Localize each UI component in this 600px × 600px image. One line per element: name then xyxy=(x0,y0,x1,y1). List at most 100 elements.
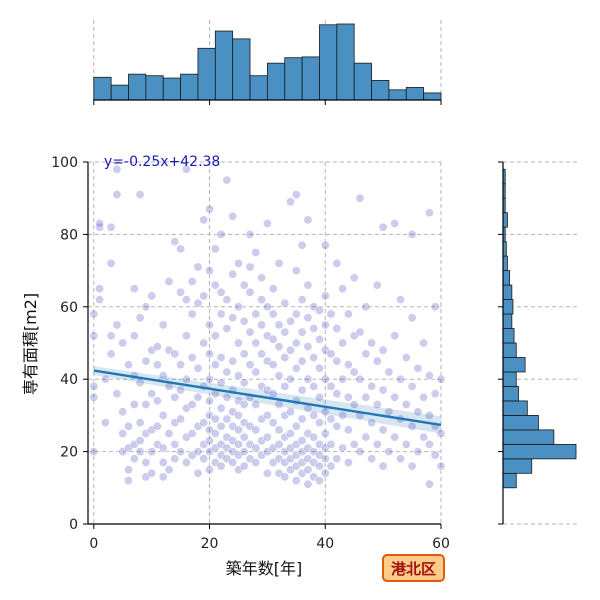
marginal-x-bar xyxy=(423,92,442,101)
scatter-point xyxy=(297,385,307,395)
scatter-point xyxy=(210,244,220,254)
scatter-point xyxy=(390,432,400,442)
y-tick-label: 80 xyxy=(60,227,78,243)
scatter-point xyxy=(245,262,255,272)
scatter-point xyxy=(343,425,353,435)
scatter-point xyxy=(361,432,371,442)
scatter-point xyxy=(251,367,261,377)
scatter-point xyxy=(95,284,105,294)
scatter-point xyxy=(181,432,191,442)
regression-equation-label: y=-0.25x+42.38 xyxy=(104,154,220,170)
scatter-point xyxy=(205,374,215,384)
scatter-point xyxy=(106,222,116,232)
scatter-point xyxy=(332,389,342,399)
scatter-point xyxy=(361,302,371,312)
scatter-point xyxy=(262,432,272,442)
scatter-point xyxy=(314,392,324,402)
scatter-point xyxy=(216,421,226,431)
marginal-y-bar xyxy=(502,212,508,228)
scatter-point xyxy=(407,381,417,391)
scatter-point xyxy=(314,450,324,460)
scatter-point xyxy=(216,461,226,471)
scatter-point xyxy=(170,392,180,402)
scatter-point xyxy=(152,396,162,406)
scatter-point xyxy=(424,410,434,420)
scatter-point xyxy=(205,320,215,330)
scatter-point xyxy=(285,316,295,326)
x-tick-label: 40 xyxy=(316,536,334,552)
scatter-point xyxy=(291,190,301,200)
scatter-point xyxy=(285,407,295,417)
scatter-point xyxy=(210,443,220,453)
scatter-point xyxy=(245,327,255,337)
scatter-point xyxy=(176,385,186,395)
scatter-point xyxy=(216,378,226,388)
scatter-point xyxy=(401,352,411,362)
scatter-point xyxy=(395,295,405,305)
scatter-point xyxy=(199,338,209,348)
scatter-point xyxy=(187,428,197,438)
x-tick-label: 60 xyxy=(432,536,450,552)
scatter-point xyxy=(257,295,267,305)
scatter-point xyxy=(355,447,365,457)
scatter-point xyxy=(95,295,105,305)
scatter-point xyxy=(245,360,255,370)
scatter-point xyxy=(268,309,278,319)
scatter-point xyxy=(187,276,197,286)
scatter-point xyxy=(401,399,411,409)
scatter-point xyxy=(291,363,301,373)
scatter-point xyxy=(384,447,394,457)
main-scatter-plot: y=-0.25x+42.38 0 20 40 60 0 20 40 60 80 100 xyxy=(51,154,450,552)
scatter-point xyxy=(280,472,290,482)
marginal-y-bar xyxy=(502,313,513,329)
scatter-point xyxy=(89,447,99,457)
scatter-point xyxy=(205,436,215,446)
scatter-point xyxy=(390,331,400,341)
scatter-point xyxy=(274,258,284,268)
scatter-point xyxy=(395,374,405,384)
scatter-point xyxy=(251,457,261,467)
scatter-point xyxy=(297,240,307,250)
scatter-point xyxy=(234,302,244,312)
scatter-point xyxy=(222,367,232,377)
scatter-point xyxy=(378,385,388,395)
scatter-point xyxy=(216,352,226,362)
scatter-point xyxy=(436,428,446,438)
scatter-point xyxy=(129,454,139,464)
scatter-point xyxy=(147,447,157,457)
scatter-point xyxy=(193,392,203,402)
scatter-point xyxy=(170,349,180,359)
scatter-point xyxy=(285,454,295,464)
scatter-point xyxy=(205,410,215,420)
scatter-point xyxy=(228,457,238,467)
scatter-point xyxy=(187,450,197,460)
marginal-x-bar xyxy=(110,84,129,101)
y-tick-label: 100 xyxy=(51,155,78,171)
scatter-point xyxy=(378,345,388,355)
scatter-point xyxy=(245,421,255,431)
scatter-point xyxy=(251,248,261,258)
scatter-point xyxy=(332,258,342,268)
scatter-point xyxy=(228,269,238,279)
scatter-point xyxy=(355,193,365,203)
marginal-y-histogram xyxy=(498,161,580,525)
scatter-point xyxy=(181,457,191,467)
scatter-point xyxy=(309,410,319,420)
scatter-point xyxy=(303,342,313,352)
scatter-point xyxy=(303,479,313,489)
scatter-point xyxy=(176,360,186,370)
scatter-point xyxy=(222,323,232,333)
marginal-x-bar xyxy=(388,89,407,101)
scatter-point xyxy=(309,381,319,391)
scatter-point xyxy=(112,320,122,330)
scatter-point xyxy=(262,468,272,478)
scatter-point xyxy=(320,345,330,355)
scatter-point xyxy=(314,363,324,373)
scatter-point xyxy=(291,266,301,276)
scatter-point xyxy=(222,432,232,442)
scatter-point xyxy=(326,381,336,391)
scatter-point xyxy=(274,371,284,381)
scatter-point xyxy=(413,363,423,373)
scatter-point xyxy=(430,302,440,312)
scatter-point xyxy=(176,244,186,254)
